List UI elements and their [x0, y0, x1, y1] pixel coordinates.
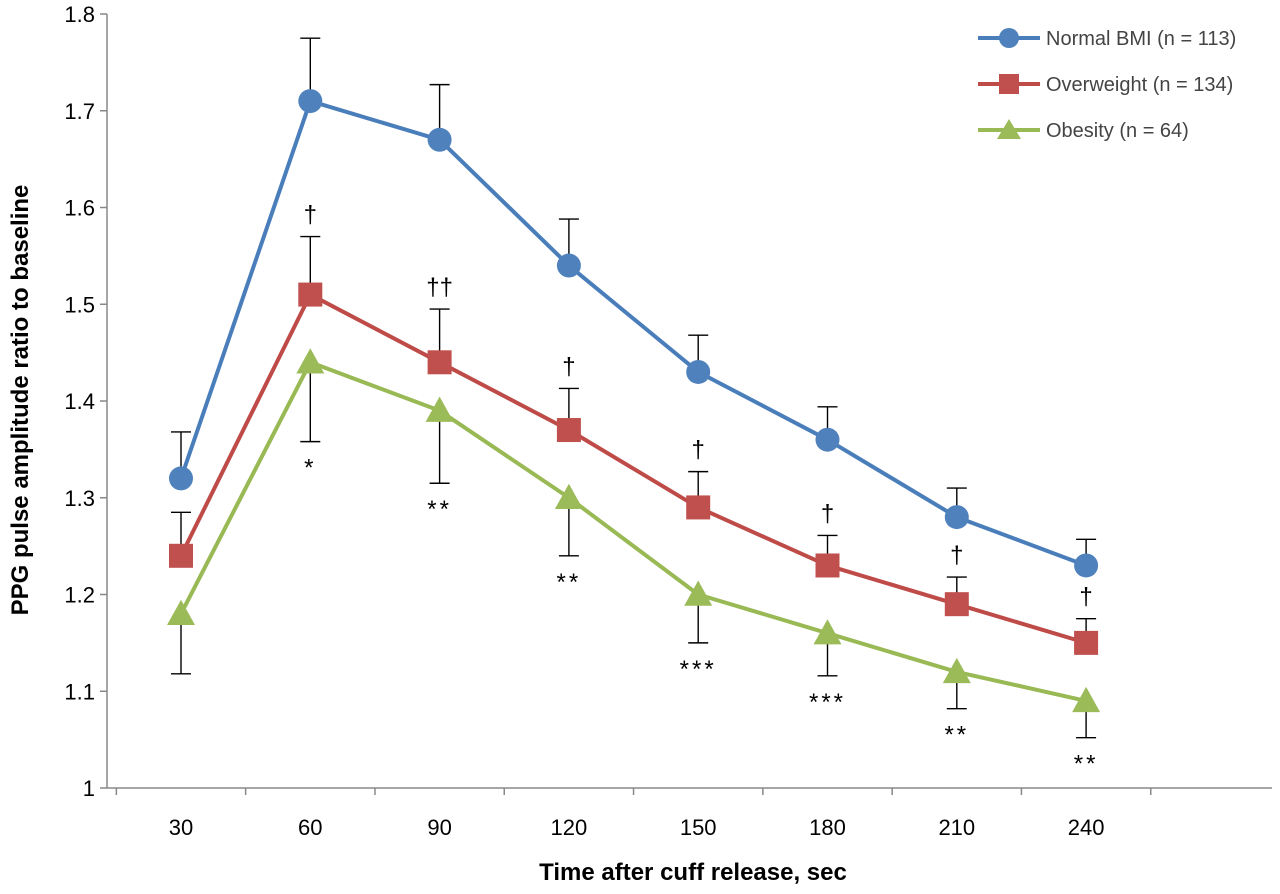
- legend: Normal BMI (n = 113) Overweight (n = 134)…: [978, 28, 1236, 142]
- data-point: [1072, 686, 1101, 713]
- x-tick-label: 60: [298, 815, 322, 840]
- x-tick-label: 150: [680, 815, 717, 840]
- data-point: [427, 350, 452, 375]
- significance-star: **: [1074, 751, 1099, 778]
- legend-item: Normal BMI (n = 113): [978, 28, 1236, 50]
- data-point: [815, 427, 840, 452]
- data-point: [686, 359, 711, 384]
- series-2: [169, 235, 1099, 655]
- x-tick-label: 30: [169, 815, 193, 840]
- data-point: [167, 599, 195, 626]
- data-point: [684, 580, 713, 606]
- legend-label: Obesity (n = 64): [1046, 120, 1189, 142]
- series-line: [179, 99, 1087, 568]
- data-point: [942, 657, 971, 684]
- x-axis-title: Time after cuff release, sec: [539, 859, 847, 886]
- series-line: [179, 292, 1087, 645]
- data-point: [813, 619, 842, 645]
- series-3: [167, 348, 1101, 739]
- y-tick-label: 1.4: [64, 389, 95, 414]
- y-tick-label: 1.6: [64, 196, 95, 221]
- significance-star: **: [427, 496, 452, 523]
- y-tick-label: 1.1: [64, 679, 95, 704]
- data-point: [296, 348, 325, 374]
- legend-marker: [997, 119, 1021, 139]
- significance-dagger: †: [950, 542, 963, 569]
- significance-dagger: †: [821, 500, 834, 527]
- x-tick-label: 90: [427, 815, 451, 840]
- data-point: [686, 495, 711, 520]
- x-tick-label: 240: [1068, 815, 1105, 840]
- series-layer: [167, 37, 1101, 739]
- x-tick-label: 180: [809, 815, 846, 840]
- legend-item: Overweight (n = 134): [978, 74, 1233, 96]
- data-point: [169, 466, 193, 491]
- legend-item: Obesity (n = 64): [978, 119, 1189, 142]
- legend-label: Normal BMI (n = 113): [1046, 28, 1236, 50]
- y-tick-label: 1.2: [64, 583, 95, 608]
- x-tick-label: 210: [938, 815, 975, 840]
- data-point: [425, 396, 454, 422]
- y-tick-label: 1.7: [64, 99, 95, 124]
- y-axis-title: PPG pulse amplitude ratio to baseline: [7, 185, 34, 616]
- significance-dagger: ††: [426, 274, 453, 301]
- y-tick-label: 1.3: [64, 486, 95, 511]
- significance-star: *: [304, 455, 316, 482]
- data-point: [427, 127, 452, 152]
- data-point: [1074, 630, 1099, 655]
- legend-marker: [999, 74, 1019, 94]
- significance-dagger: †: [692, 437, 705, 464]
- data-point: [298, 89, 323, 114]
- significance-dagger: †: [562, 353, 575, 380]
- series-1: [169, 37, 1099, 578]
- data-point: [815, 553, 840, 578]
- data-point: [298, 282, 323, 307]
- y-tick-label: 1: [83, 776, 95, 801]
- x-axis-ticks: 30 60 90 120 150 180 210 240: [115, 788, 1152, 840]
- y-tick-label: 1.8: [64, 2, 95, 27]
- data-point: [1074, 553, 1099, 578]
- plot-area: 1 1.1 1.2 1.3 1.4 1.5 1.6 1.7 1.8 30 60 90 120 150 18…: [64, 2, 1272, 840]
- x-tick-label: 120: [551, 815, 588, 840]
- data-point: [944, 505, 969, 530]
- significance-star: **: [557, 569, 582, 596]
- significance-dagger: †: [304, 202, 317, 229]
- significance-dagger: †: [1079, 584, 1092, 611]
- annotation-layer: ††††††††***************: [304, 202, 1099, 778]
- legend-marker: [999, 28, 1019, 48]
- data-point: [944, 592, 969, 617]
- data-point: [556, 253, 581, 278]
- series-line: [179, 360, 1087, 703]
- data-point: [169, 543, 193, 568]
- legend-label: Overweight (n = 134): [1046, 74, 1233, 96]
- significance-star: **: [944, 722, 969, 749]
- significance-star: ***: [680, 656, 717, 683]
- y-axis-ticks: 1 1.1 1.2 1.3 1.4 1.5 1.6 1.7 1.8: [64, 2, 107, 801]
- significance-star: ***: [809, 689, 846, 716]
- y-tick-label: 1.5: [64, 292, 95, 317]
- data-point: [556, 418, 581, 443]
- data-point: [554, 483, 583, 509]
